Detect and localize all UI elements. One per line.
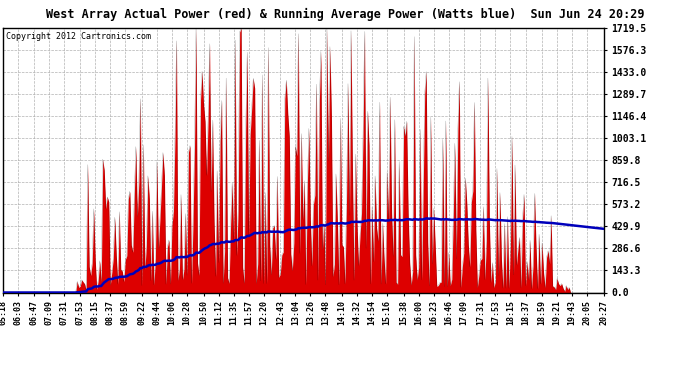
Text: Copyright 2012 Cartronics.com: Copyright 2012 Cartronics.com	[6, 32, 151, 41]
Text: West Array Actual Power (red) & Running Average Power (Watts blue)  Sun Jun 24 2: West Array Actual Power (red) & Running …	[46, 8, 644, 21]
